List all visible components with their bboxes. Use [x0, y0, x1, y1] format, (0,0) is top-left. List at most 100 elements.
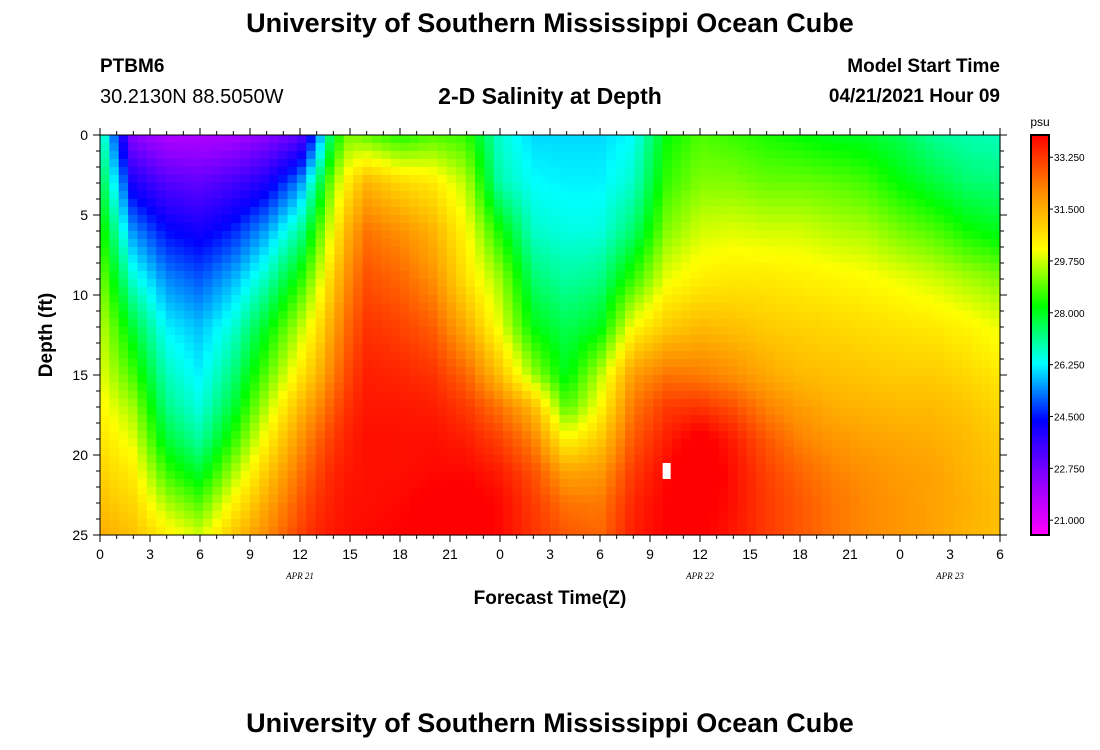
heatmap-cell — [156, 503, 167, 512]
heatmap-cell — [887, 143, 898, 152]
heatmap-cell — [193, 223, 204, 232]
heatmap-cell — [278, 503, 289, 512]
heatmap-cell — [906, 295, 917, 304]
heatmap-cell — [859, 463, 870, 472]
heatmap-cell — [606, 311, 617, 320]
heatmap-cell — [287, 359, 298, 368]
heatmap-cell — [765, 143, 776, 152]
heatmap-cell — [915, 287, 926, 296]
heatmap-cell — [465, 207, 476, 216]
heatmap-cell — [878, 351, 889, 360]
heatmap-cell — [521, 287, 532, 296]
heatmap-cell — [831, 135, 842, 144]
heatmap-cell — [418, 231, 429, 240]
heatmap-cell — [343, 287, 354, 296]
heatmap-cell — [887, 279, 898, 288]
heatmap-cell — [437, 503, 448, 512]
heatmap-cell — [118, 511, 129, 520]
heatmap-cell — [250, 511, 260, 520]
heatmap-cell — [109, 231, 120, 240]
heatmap-cell — [446, 175, 457, 184]
heatmap-cell — [878, 439, 889, 448]
heatmap-cell — [493, 455, 504, 464]
heatmap-cell — [587, 359, 598, 368]
heatmap-cell — [934, 431, 945, 440]
heatmap-cell — [868, 159, 879, 168]
heatmap-cell — [578, 151, 589, 160]
heatmap-cell — [934, 375, 945, 384]
heatmap-cell — [887, 311, 898, 320]
heatmap-cell — [418, 247, 429, 256]
heatmap-cell — [953, 175, 964, 184]
heatmap-cell — [362, 303, 373, 312]
heatmap-cell — [550, 319, 560, 328]
heatmap-cell — [925, 359, 935, 368]
heatmap-cell — [221, 223, 232, 232]
heatmap-cell — [784, 327, 795, 336]
heatmap-cell — [578, 295, 589, 304]
heatmap-cell — [953, 431, 964, 440]
heatmap-cell — [850, 407, 860, 416]
heatmap-cell — [596, 463, 607, 472]
heatmap-cell — [568, 415, 579, 424]
heatmap-cell — [587, 135, 598, 144]
heatmap-cell — [400, 439, 410, 448]
heatmap-cell — [765, 151, 776, 160]
heatmap-cell — [756, 439, 767, 448]
heatmap-cell — [953, 503, 964, 512]
heatmap-cell — [943, 295, 954, 304]
heatmap-cell — [625, 487, 635, 496]
heatmap-cell — [531, 215, 542, 224]
heatmap-cell — [287, 519, 298, 528]
heatmap-cell — [165, 359, 176, 368]
heatmap-cell — [296, 359, 307, 368]
heatmap-cell — [568, 423, 579, 432]
heatmap-cell — [793, 519, 804, 528]
heatmap-cell — [400, 375, 410, 384]
heatmap-cell — [100, 223, 110, 232]
heatmap-cell — [446, 415, 457, 424]
heatmap-cell — [784, 311, 795, 320]
heatmap-cell — [465, 295, 476, 304]
heatmap-cell — [737, 431, 748, 440]
heatmap-cell — [709, 207, 720, 216]
heatmap-cell — [775, 175, 785, 184]
heatmap-cell — [803, 415, 814, 424]
heatmap-cell — [765, 231, 776, 240]
heatmap-cell — [934, 415, 945, 424]
heatmap-cell — [793, 367, 804, 376]
heatmap-cell — [109, 183, 120, 192]
heatmap-cell — [128, 383, 139, 392]
heatmap-cell — [840, 351, 851, 360]
heatmap-cell — [531, 335, 542, 344]
heatmap-cell — [381, 223, 392, 232]
heatmap-cell — [268, 175, 279, 184]
heatmap-cell — [296, 135, 307, 144]
heatmap-cell — [587, 263, 598, 272]
heatmap-cell — [306, 463, 317, 472]
heatmap-cell — [803, 287, 814, 296]
heatmap-cell — [456, 207, 467, 216]
heatmap-cell — [887, 343, 898, 352]
heatmap-cell — [165, 479, 176, 488]
heatmap-cell — [859, 383, 870, 392]
heatmap-cell — [334, 359, 345, 368]
heatmap-cell — [165, 223, 176, 232]
heatmap-cell — [521, 319, 532, 328]
heatmap-cell — [334, 223, 345, 232]
heatmap-cell — [859, 503, 870, 512]
heatmap-cell — [109, 391, 120, 400]
heatmap-cell — [887, 423, 898, 432]
heatmap-cell — [878, 135, 889, 144]
heatmap-cell — [887, 439, 898, 448]
heatmap-cell — [203, 447, 214, 456]
heatmap-cell — [315, 399, 326, 408]
heatmap-cell — [568, 223, 579, 232]
heatmap-cell — [334, 415, 345, 424]
heatmap-cell — [362, 239, 373, 248]
heatmap-cell — [953, 311, 964, 320]
heatmap-cell — [709, 271, 720, 280]
heatmap-cell — [681, 151, 692, 160]
heatmap-cell — [250, 151, 260, 160]
heatmap-cell — [250, 487, 260, 496]
